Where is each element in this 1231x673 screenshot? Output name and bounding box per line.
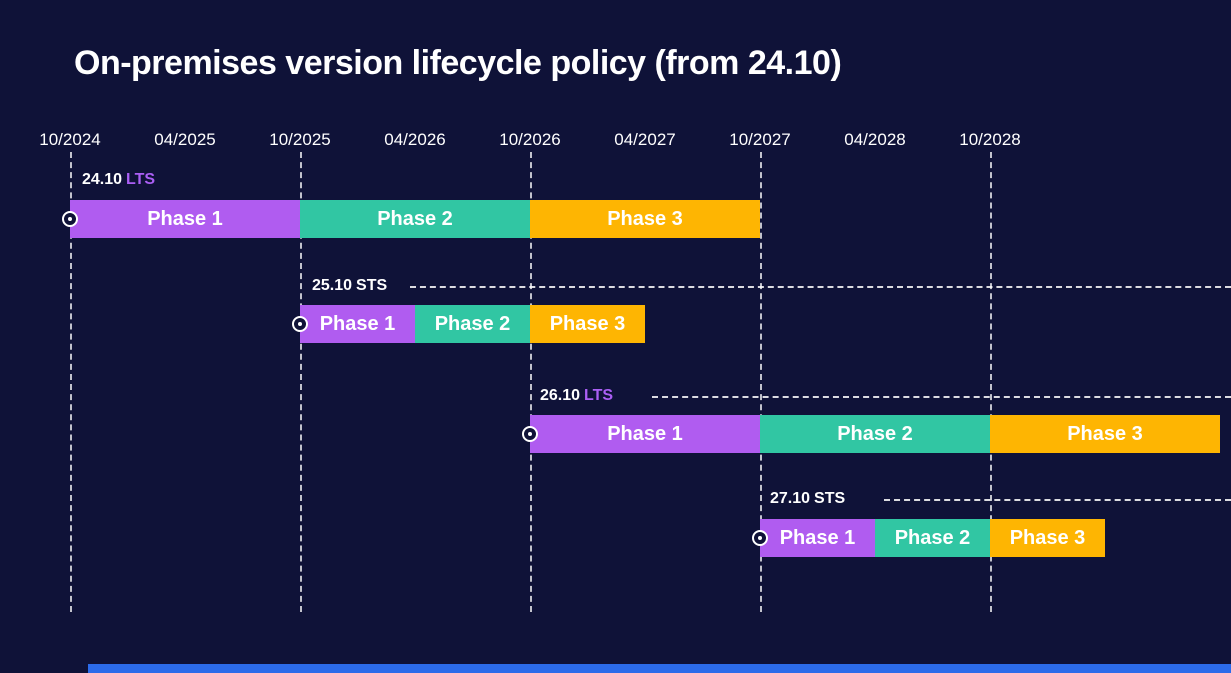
release-label: 27.10 STS xyxy=(770,490,845,508)
release-label: 24.10 LTS xyxy=(82,171,155,189)
phase-bar: Phase 2 xyxy=(875,519,990,557)
phase-bar: Phase 3 xyxy=(530,305,645,343)
release-start-marker xyxy=(752,530,768,546)
phase-bar: Phase 1 xyxy=(300,305,415,343)
axis-tick: 10/2026 xyxy=(499,130,561,149)
phase-bar: Phase 3 xyxy=(990,415,1220,453)
release-version: 27.10 xyxy=(770,490,811,507)
release-version: 26.10 xyxy=(540,387,581,404)
phase-bar: Phase 1 xyxy=(530,415,760,453)
release-label: 25.10 STS xyxy=(312,277,387,295)
release-version: 25.10 xyxy=(312,277,353,294)
phase-bar: Phase 1 xyxy=(760,519,875,557)
release-type: STS xyxy=(356,277,388,294)
phase-bar: Phase 1 xyxy=(70,200,300,238)
leader-line xyxy=(652,396,1231,398)
release-type: STS xyxy=(814,490,846,507)
leader-line xyxy=(884,499,1231,501)
axis-tick: 10/2025 xyxy=(269,130,331,149)
axis-tick: 04/2027 xyxy=(614,130,676,149)
gridline xyxy=(990,152,992,612)
axis-tick: 04/2025 xyxy=(154,130,216,149)
axis-tick: 10/2024 xyxy=(39,130,101,149)
leader-line xyxy=(410,286,1231,288)
release-version: 24.10 xyxy=(82,171,123,188)
gridline xyxy=(70,152,72,612)
release-start-marker xyxy=(292,316,308,332)
phase-bar: Phase 3 xyxy=(990,519,1105,557)
axis-tick: 10/2028 xyxy=(959,130,1021,149)
chart-title: On-premises version lifecycle policy (fr… xyxy=(74,44,842,82)
axis-tick: 04/2028 xyxy=(844,130,906,149)
bottom-accent-bar xyxy=(88,664,1231,673)
phase-bar: Phase 3 xyxy=(530,200,760,238)
gridline xyxy=(530,152,532,612)
release-start-marker xyxy=(522,426,538,442)
gridline xyxy=(300,152,302,612)
phase-bar: Phase 2 xyxy=(300,200,530,238)
release-label: 26.10 LTS xyxy=(540,387,613,405)
release-type: LTS xyxy=(126,171,156,188)
axis-tick: 04/2026 xyxy=(384,130,446,149)
release-type: LTS xyxy=(584,387,614,404)
phase-bar: Phase 2 xyxy=(415,305,530,343)
axis-tick: 10/2027 xyxy=(729,130,791,149)
release-start-marker xyxy=(62,211,78,227)
phase-bar: Phase 2 xyxy=(760,415,990,453)
gridline xyxy=(760,152,762,612)
